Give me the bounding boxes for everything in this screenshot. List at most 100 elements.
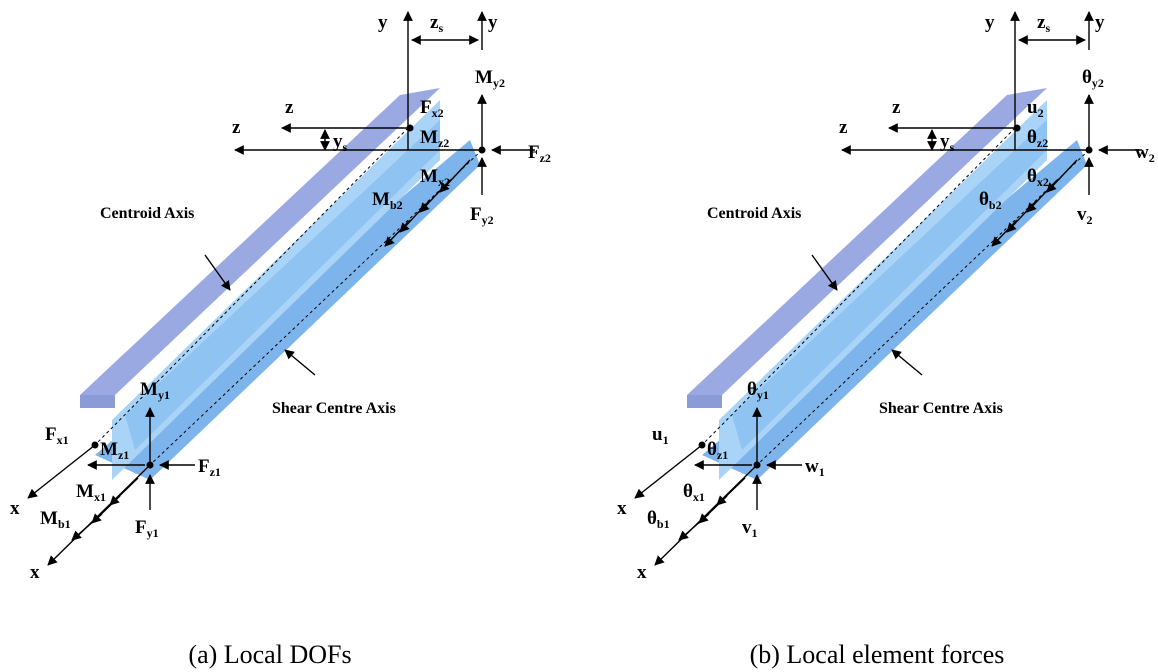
symbol: z [285,97,294,118]
subscript: 1 [752,526,758,540]
symbol: x [30,562,40,583]
subscript: y2 [1092,76,1104,90]
caption: (a) Local DOFs [188,640,351,669]
symbol: y [940,131,950,152]
symbol-label: x [617,498,627,519]
symbol-label: Fy2 [470,204,494,227]
subscript: y1 [757,388,769,402]
node-dot [479,147,486,154]
symbol-label: θx1 [683,481,705,504]
arrow [679,514,709,540]
symbol-label: y [1095,12,1105,33]
subscript: 1 [819,465,825,479]
symbol-label: y [488,12,498,33]
subscript: 1 [663,433,669,447]
symbol-label: Mz2 [420,127,449,150]
symbol: y [985,12,995,33]
symbol-label: x [637,562,647,583]
symbol-label: Fy1 [135,517,159,540]
symbol: x [637,562,647,583]
symbol: M [140,379,158,400]
subscript: z2 [438,136,449,150]
node-dot [92,442,99,449]
subscript: 2 [1038,106,1044,120]
symbol-label: z [285,97,294,118]
symbol: x [10,498,20,519]
symbol: M [420,127,438,148]
symbol: u [652,424,663,445]
subscript: y2 [482,213,494,227]
symbol: θ [683,481,693,502]
symbol: M [40,508,58,529]
symbol: u [1027,97,1038,118]
symbol: θ [707,439,717,460]
symbol: v [742,517,752,538]
symbol-label: y [985,12,995,33]
symbol-label: z [892,97,901,118]
subscript: z2 [1037,136,1048,150]
symbol: F [528,142,540,163]
centroid-axis-label: Centroid Axis [100,205,194,222]
symbol-label: Mx1 [76,481,106,504]
subscript: x2 [432,106,444,120]
subscript: 2 [1087,213,1093,227]
symbol: w [1135,142,1149,163]
subscript: b2 [989,198,1002,212]
symbol: z [892,97,901,118]
shear-centre-axis-label: Shear Centre Axis [879,400,1003,417]
symbol-label: w1 [805,456,825,479]
arrow [285,350,315,375]
subscript: x2 [438,175,450,189]
symbol-label: u2 [1027,97,1044,120]
symbol-label: u1 [652,424,669,447]
symbol: M [420,166,438,187]
symbol: x [617,498,627,519]
symbol: θ [1027,166,1037,187]
node-dot [407,125,414,132]
symbol-label: ys [940,131,955,154]
node-dot [147,462,154,469]
symbol: y [488,12,498,33]
symbol: θ [647,508,657,529]
symbol: y [378,12,388,33]
subscript: y1 [147,526,159,540]
symbol-label: x [10,498,20,519]
subscript: s [343,140,348,154]
symbol-label: zs [430,12,443,35]
subscript: z1 [118,448,129,462]
symbol: M [76,481,94,502]
symbol: y [333,131,343,152]
node-dot [1086,147,1093,154]
symbol: F [135,517,147,538]
node-dot [699,442,706,449]
subscript: z1 [210,465,221,479]
top-flange-edge [687,395,722,408]
subscript: x1 [693,490,705,504]
subscript: b2 [390,198,403,212]
symbol: θ [747,379,757,400]
symbol: M [100,439,118,460]
symbol: θ [1027,127,1037,148]
symbol: θ [1082,67,1092,88]
caption: (b) Local element forces [750,640,1005,669]
subscript: x2 [1037,175,1049,189]
subscript: 2 [1149,151,1155,165]
arrow [48,465,150,565]
subscript: b1 [657,517,670,531]
node-dot [754,462,761,469]
subscript: z2 [540,151,551,165]
subscript: x1 [57,433,69,447]
symbol-label: Fx1 [45,424,69,447]
symbol: w [805,456,819,477]
symbol: F [198,456,210,477]
subscript: x1 [94,490,106,504]
symbol: z [232,117,241,138]
panel: yyzsFx2My2zzysMz2Fz2Mx2Mb2Fy2Fx1My1Mz1Fz… [10,12,551,669]
symbol-label: v1 [742,517,758,540]
subscript: s [950,140,955,154]
symbol-label: z [839,117,848,138]
symbol-label: v2 [1077,204,1093,227]
top-flange-edge [80,395,115,408]
symbol: M [372,189,390,210]
